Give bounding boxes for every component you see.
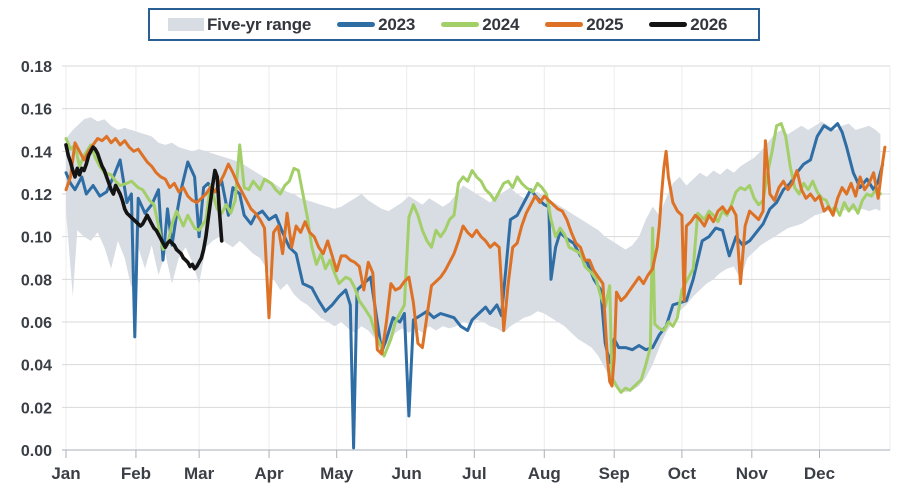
legend-label: Five-yr range xyxy=(207,14,312,34)
x-tick-label: Jul xyxy=(462,464,487,483)
x-tick-label: Jan xyxy=(51,464,80,483)
y-tick-label: 0.00 xyxy=(21,443,52,460)
series-line-2025 xyxy=(64,134,887,388)
line-swatch-icon xyxy=(649,22,688,27)
x-tick-label: Jun xyxy=(392,464,422,483)
y-tick-label: 0.12 xyxy=(21,187,52,204)
y-tick-label: 0.04 xyxy=(21,358,52,375)
y-tick-label: 0.18 xyxy=(21,59,52,76)
x-tick-label: Apr xyxy=(254,464,284,483)
x-tick-label: Oct xyxy=(668,464,697,483)
series-line-2023 xyxy=(64,122,885,450)
legend-item-2025: 2025 xyxy=(545,15,623,35)
x-tick-label: Dec xyxy=(804,464,835,483)
y-tick-label: 0.10 xyxy=(21,230,52,247)
legend-label: 2025 xyxy=(586,14,624,34)
x-tick-label: Aug xyxy=(528,464,561,483)
legend-label: 2024 xyxy=(482,14,520,34)
legend-item-2023: 2023 xyxy=(337,15,415,35)
x-tick-label: May xyxy=(320,464,354,483)
x-tick-label: Nov xyxy=(736,464,769,483)
line-swatch-icon xyxy=(337,22,376,27)
line-swatch-icon xyxy=(441,22,480,27)
legend-item-2024: 2024 xyxy=(441,15,519,35)
band-swatch-icon xyxy=(168,18,204,31)
line-swatch-icon xyxy=(545,22,584,27)
legend-item-2026: 2026 xyxy=(649,15,727,35)
x-tick-label: Feb xyxy=(121,464,151,483)
series-line-2024 xyxy=(64,122,882,394)
legend-item-five-yr-range: Five-yr range xyxy=(168,15,311,35)
y-tick-label: 0.14 xyxy=(21,144,52,161)
x-tick-label: Mar xyxy=(184,464,215,483)
legend-label: 2026 xyxy=(690,14,728,34)
y-tick-label: 0.16 xyxy=(21,102,52,119)
y-tick-label: 0.08 xyxy=(21,272,52,289)
series-line-2026 xyxy=(64,143,224,271)
five-yr-range-band xyxy=(66,117,881,393)
x-tick-label: Sep xyxy=(599,464,630,483)
legend-label: 2023 xyxy=(378,14,416,34)
legend: Five-yr range 2023 2024 2025 2026 xyxy=(148,8,760,41)
y-tick-label: 0.02 xyxy=(21,400,52,417)
y-tick-label: 0.06 xyxy=(21,315,52,332)
